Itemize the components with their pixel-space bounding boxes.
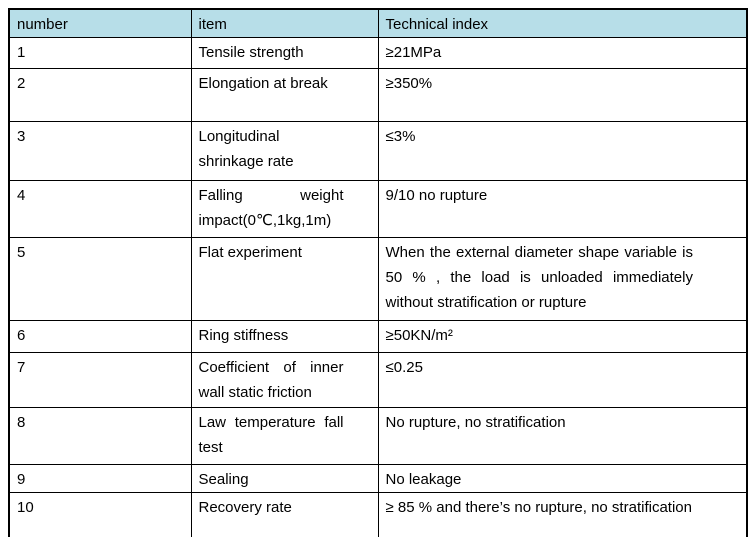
cell-technical-index: ≥21MPa <box>377 37 748 69</box>
technical-index-table: number item Technical index 1 Tensile st… <box>8 8 748 537</box>
cell-number: 5 <box>8 237 192 321</box>
cell-number: 1 <box>8 37 192 69</box>
table-row: 6 Ring stiffness ≥50KN/m² <box>8 320 748 353</box>
cell-technical-index: ≤3% <box>377 121 748 181</box>
cell-number: 2 <box>8 68 192 122</box>
header-row: number item Technical index <box>8 8 748 38</box>
table-row: 10 Recovery rate ≥ 85 % and there’s no r… <box>8 492 748 537</box>
cell-number: 4 <box>8 180 192 238</box>
cell-number: 10 <box>8 492 192 537</box>
table-row: 4 Falling weight impact(0℃,1kg,1m) 9/10 … <box>8 180 748 238</box>
cell-item: Sealing <box>190 464 379 493</box>
table-row: 7 Coefficient of inner wall static frict… <box>8 352 748 408</box>
cell-number: 3 <box>8 121 192 181</box>
column-header-number: number <box>8 8 192 38</box>
cell-technical-index: ≤0.25 <box>377 352 748 408</box>
cell-technical-index: No leakage <box>377 464 748 493</box>
table-header: number item Technical index <box>8 8 748 38</box>
cell-item: Elongation at break <box>190 68 379 122</box>
table-row: 3 Longitudinal shrinkage rate ≤3% <box>8 121 748 181</box>
cell-number: 8 <box>8 407 192 465</box>
cell-number: 7 <box>8 352 192 408</box>
cell-item: Recovery rate <box>190 492 379 537</box>
table-row: 1 Tensile strength ≥21MPa <box>8 37 748 69</box>
cell-technical-index: ≥50KN/m² <box>377 320 748 353</box>
table-row: 2 Elongation at break ≥350% <box>8 68 748 122</box>
cell-number: 9 <box>8 464 192 493</box>
cell-item: Tensile strength <box>190 37 379 69</box>
cell-technical-index: ≥ 85 % and there’s no rupture, no strati… <box>377 492 748 537</box>
cell-technical-index: ≥350% <box>377 68 748 122</box>
table-body: 1 Tensile strength ≥21MPa 2 Elongation a… <box>8 37 748 537</box>
table-row: 9 Sealing No leakage <box>8 464 748 493</box>
table-row: 5 Flat experiment When the external diam… <box>8 237 748 321</box>
cell-item: Flat experiment <box>190 237 379 321</box>
cell-item: Ring stiffness <box>190 320 379 353</box>
column-header-item: item <box>190 8 379 38</box>
cell-technical-index: 9/10 no rupture <box>377 180 748 238</box>
cell-item: Coefficient of inner wall static frictio… <box>190 352 379 408</box>
cell-number: 6 <box>8 320 192 353</box>
table-row: 8 Law temperature fall test No rupture, … <box>8 407 748 465</box>
cell-item: Falling weight impact(0℃,1kg,1m) <box>190 180 379 238</box>
column-header-technical-index: Technical index <box>377 8 748 38</box>
cell-technical-index: No rupture, no stratification <box>377 407 748 465</box>
cell-item: Law temperature fall test <box>190 407 379 465</box>
cell-item: Longitudinal shrinkage rate <box>190 121 379 181</box>
cell-technical-index: When the external diameter shape variabl… <box>377 237 748 321</box>
